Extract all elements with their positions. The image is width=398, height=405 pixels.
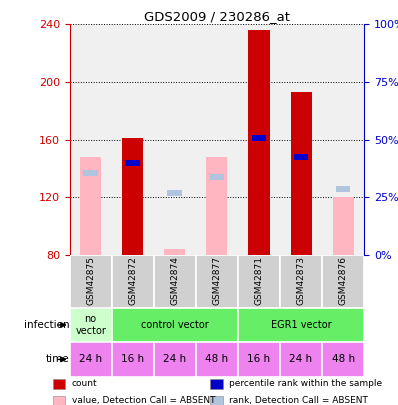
Text: infection: infection <box>24 320 70 330</box>
Bar <box>168 190 182 196</box>
Bar <box>280 255 322 308</box>
Bar <box>125 160 140 166</box>
Text: control vector: control vector <box>141 320 209 330</box>
Bar <box>210 396 223 405</box>
Bar <box>210 379 223 389</box>
Bar <box>112 342 154 377</box>
Bar <box>252 135 266 141</box>
Text: GSM42874: GSM42874 <box>170 256 179 305</box>
Text: no
vector: no vector <box>75 314 106 336</box>
Text: GSM42872: GSM42872 <box>128 256 137 305</box>
Bar <box>122 138 143 255</box>
Bar <box>238 342 280 377</box>
Text: time: time <box>46 354 70 364</box>
Bar <box>291 92 312 255</box>
Text: EGR1 vector: EGR1 vector <box>271 320 332 330</box>
Text: value, Detection Call = ABSENT: value, Detection Call = ABSENT <box>72 396 215 405</box>
Bar <box>294 154 308 160</box>
Bar <box>238 308 364 342</box>
Bar <box>248 30 269 255</box>
Text: 16 h: 16 h <box>121 354 144 364</box>
Bar <box>322 255 364 308</box>
Bar <box>83 170 98 176</box>
Bar <box>154 342 196 377</box>
Bar <box>112 308 238 342</box>
Bar <box>112 255 154 308</box>
Bar <box>164 249 185 255</box>
Text: GSM42876: GSM42876 <box>339 256 347 305</box>
Bar <box>336 186 351 192</box>
Text: GSM42875: GSM42875 <box>86 256 95 305</box>
Bar <box>154 255 196 308</box>
Text: GSM42871: GSM42871 <box>254 256 263 305</box>
Text: 24 h: 24 h <box>289 354 312 364</box>
Text: 48 h: 48 h <box>205 354 228 364</box>
Bar <box>207 157 227 255</box>
Title: GDS2009 / 230286_at: GDS2009 / 230286_at <box>144 10 290 23</box>
Bar <box>53 379 65 389</box>
Bar <box>80 157 101 255</box>
Text: 16 h: 16 h <box>248 354 271 364</box>
Bar <box>70 255 112 308</box>
Text: GSM42877: GSM42877 <box>213 256 221 305</box>
Bar <box>196 255 238 308</box>
Text: count: count <box>72 379 98 388</box>
Bar <box>196 342 238 377</box>
Text: rank, Detection Call = ABSENT: rank, Detection Call = ABSENT <box>229 396 368 405</box>
Bar <box>70 308 112 342</box>
Bar <box>238 255 280 308</box>
Text: percentile rank within the sample: percentile rank within the sample <box>229 379 382 388</box>
Text: 24 h: 24 h <box>79 354 102 364</box>
Text: 48 h: 48 h <box>332 354 355 364</box>
Bar <box>333 197 354 255</box>
Text: 24 h: 24 h <box>163 354 186 364</box>
Bar <box>70 342 112 377</box>
Bar <box>322 342 364 377</box>
Bar <box>53 396 65 405</box>
Bar <box>280 342 322 377</box>
Text: GSM42873: GSM42873 <box>297 256 306 305</box>
Bar <box>209 174 224 180</box>
